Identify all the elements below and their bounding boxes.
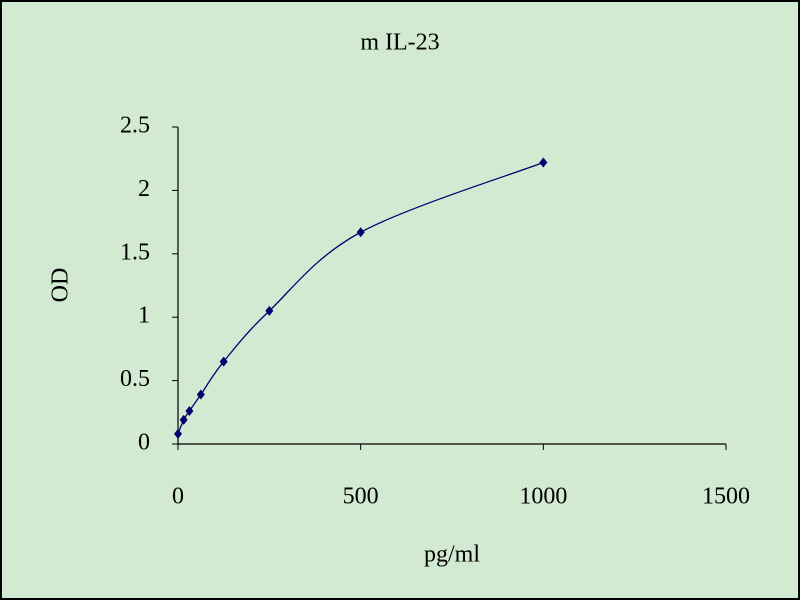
data-point bbox=[539, 157, 548, 168]
y-tick-label: 0 bbox=[138, 430, 150, 456]
y-tick-label: 0.5 bbox=[120, 366, 150, 392]
y-tick-label: 2.5 bbox=[120, 113, 150, 139]
y-axis-label: OD bbox=[48, 268, 74, 303]
y-tick-label: 1 bbox=[138, 303, 150, 329]
data-point bbox=[196, 389, 205, 400]
chart-title: m IL-23 bbox=[360, 30, 439, 56]
data-point bbox=[219, 356, 228, 367]
x-tick-label: 0 bbox=[172, 484, 184, 510]
x-axis-label: pg/ml bbox=[424, 542, 480, 568]
data-point bbox=[356, 227, 365, 238]
x-tick-label: 1500 bbox=[702, 484, 750, 510]
y-tick-label: 2 bbox=[138, 176, 150, 202]
data-point bbox=[265, 305, 274, 316]
data-point bbox=[185, 406, 194, 417]
x-tick-label: 500 bbox=[343, 484, 379, 510]
data-point bbox=[179, 414, 188, 425]
y-tick-label: 1.5 bbox=[120, 239, 150, 265]
x-tick-label: 1000 bbox=[519, 484, 567, 510]
data-point bbox=[174, 428, 182, 439]
